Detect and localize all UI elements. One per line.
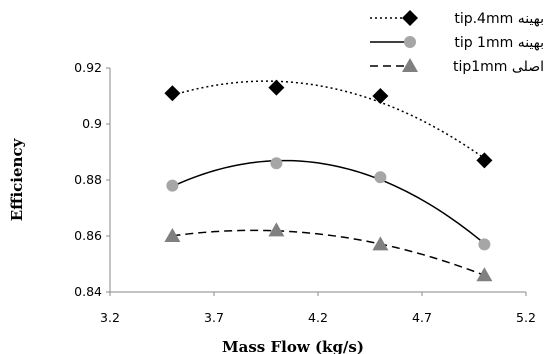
x-tick-label: 5.2 bbox=[516, 310, 536, 325]
y-tick-label: 0.92 bbox=[74, 60, 102, 75]
data-point-series-2 bbox=[374, 171, 387, 184]
x-axis-title: Mass Flow (kg/s) bbox=[222, 338, 364, 354]
y-tick-label: 0.9 bbox=[82, 116, 102, 131]
y-tick-label: 0.88 bbox=[74, 172, 102, 187]
data-point-series-1 bbox=[164, 85, 181, 102]
legend-entry: tip 1mm بهینه bbox=[454, 35, 544, 51]
data-point-series-3 bbox=[476, 267, 493, 282]
trend-curve-series-2 bbox=[172, 159, 485, 245]
data-point-series-2 bbox=[270, 157, 283, 170]
data-point-series-3 bbox=[372, 236, 389, 251]
x-tick-labels: 3.2 3.7 4.2 4.7 5.2 bbox=[100, 292, 536, 325]
legend-marker bbox=[402, 10, 418, 26]
legend-marker bbox=[402, 58, 418, 72]
y-tick-label: 0.86 bbox=[74, 228, 102, 243]
data-point-series-1 bbox=[268, 79, 285, 96]
data-point-series-3 bbox=[164, 228, 181, 242]
trend-curve-series-3 bbox=[172, 229, 485, 277]
x-tick-label: 3.2 bbox=[100, 310, 120, 325]
data-point-series-2 bbox=[166, 179, 179, 192]
data-point-series-2 bbox=[478, 238, 491, 251]
trend-curve-series-1 bbox=[172, 80, 485, 159]
x-tick-label: 3.7 bbox=[204, 310, 224, 325]
data-point-series-1 bbox=[372, 88, 389, 104]
legend: tip.4mm بهینه tip 1mm بهینه tip1mm اصلی bbox=[370, 10, 544, 75]
legend-entry: tip.4mm بهینه bbox=[454, 11, 544, 27]
x-tick-label: 4.2 bbox=[308, 310, 328, 325]
y-tick-labels: 0.84 0.86 0.88 0.9 0.92 bbox=[74, 60, 110, 299]
data-point-series-1 bbox=[476, 152, 493, 169]
y-tick-label: 0.84 bbox=[74, 284, 102, 299]
data-point-series-3 bbox=[268, 222, 285, 237]
legend-entry: tip1mm اصلی bbox=[453, 59, 544, 75]
y-axis-title: Efficiency bbox=[8, 137, 26, 221]
data-points bbox=[164, 79, 493, 282]
x-tick-label: 4.7 bbox=[412, 310, 432, 325]
trend-curves bbox=[172, 80, 485, 277]
legend-marker bbox=[404, 36, 416, 48]
